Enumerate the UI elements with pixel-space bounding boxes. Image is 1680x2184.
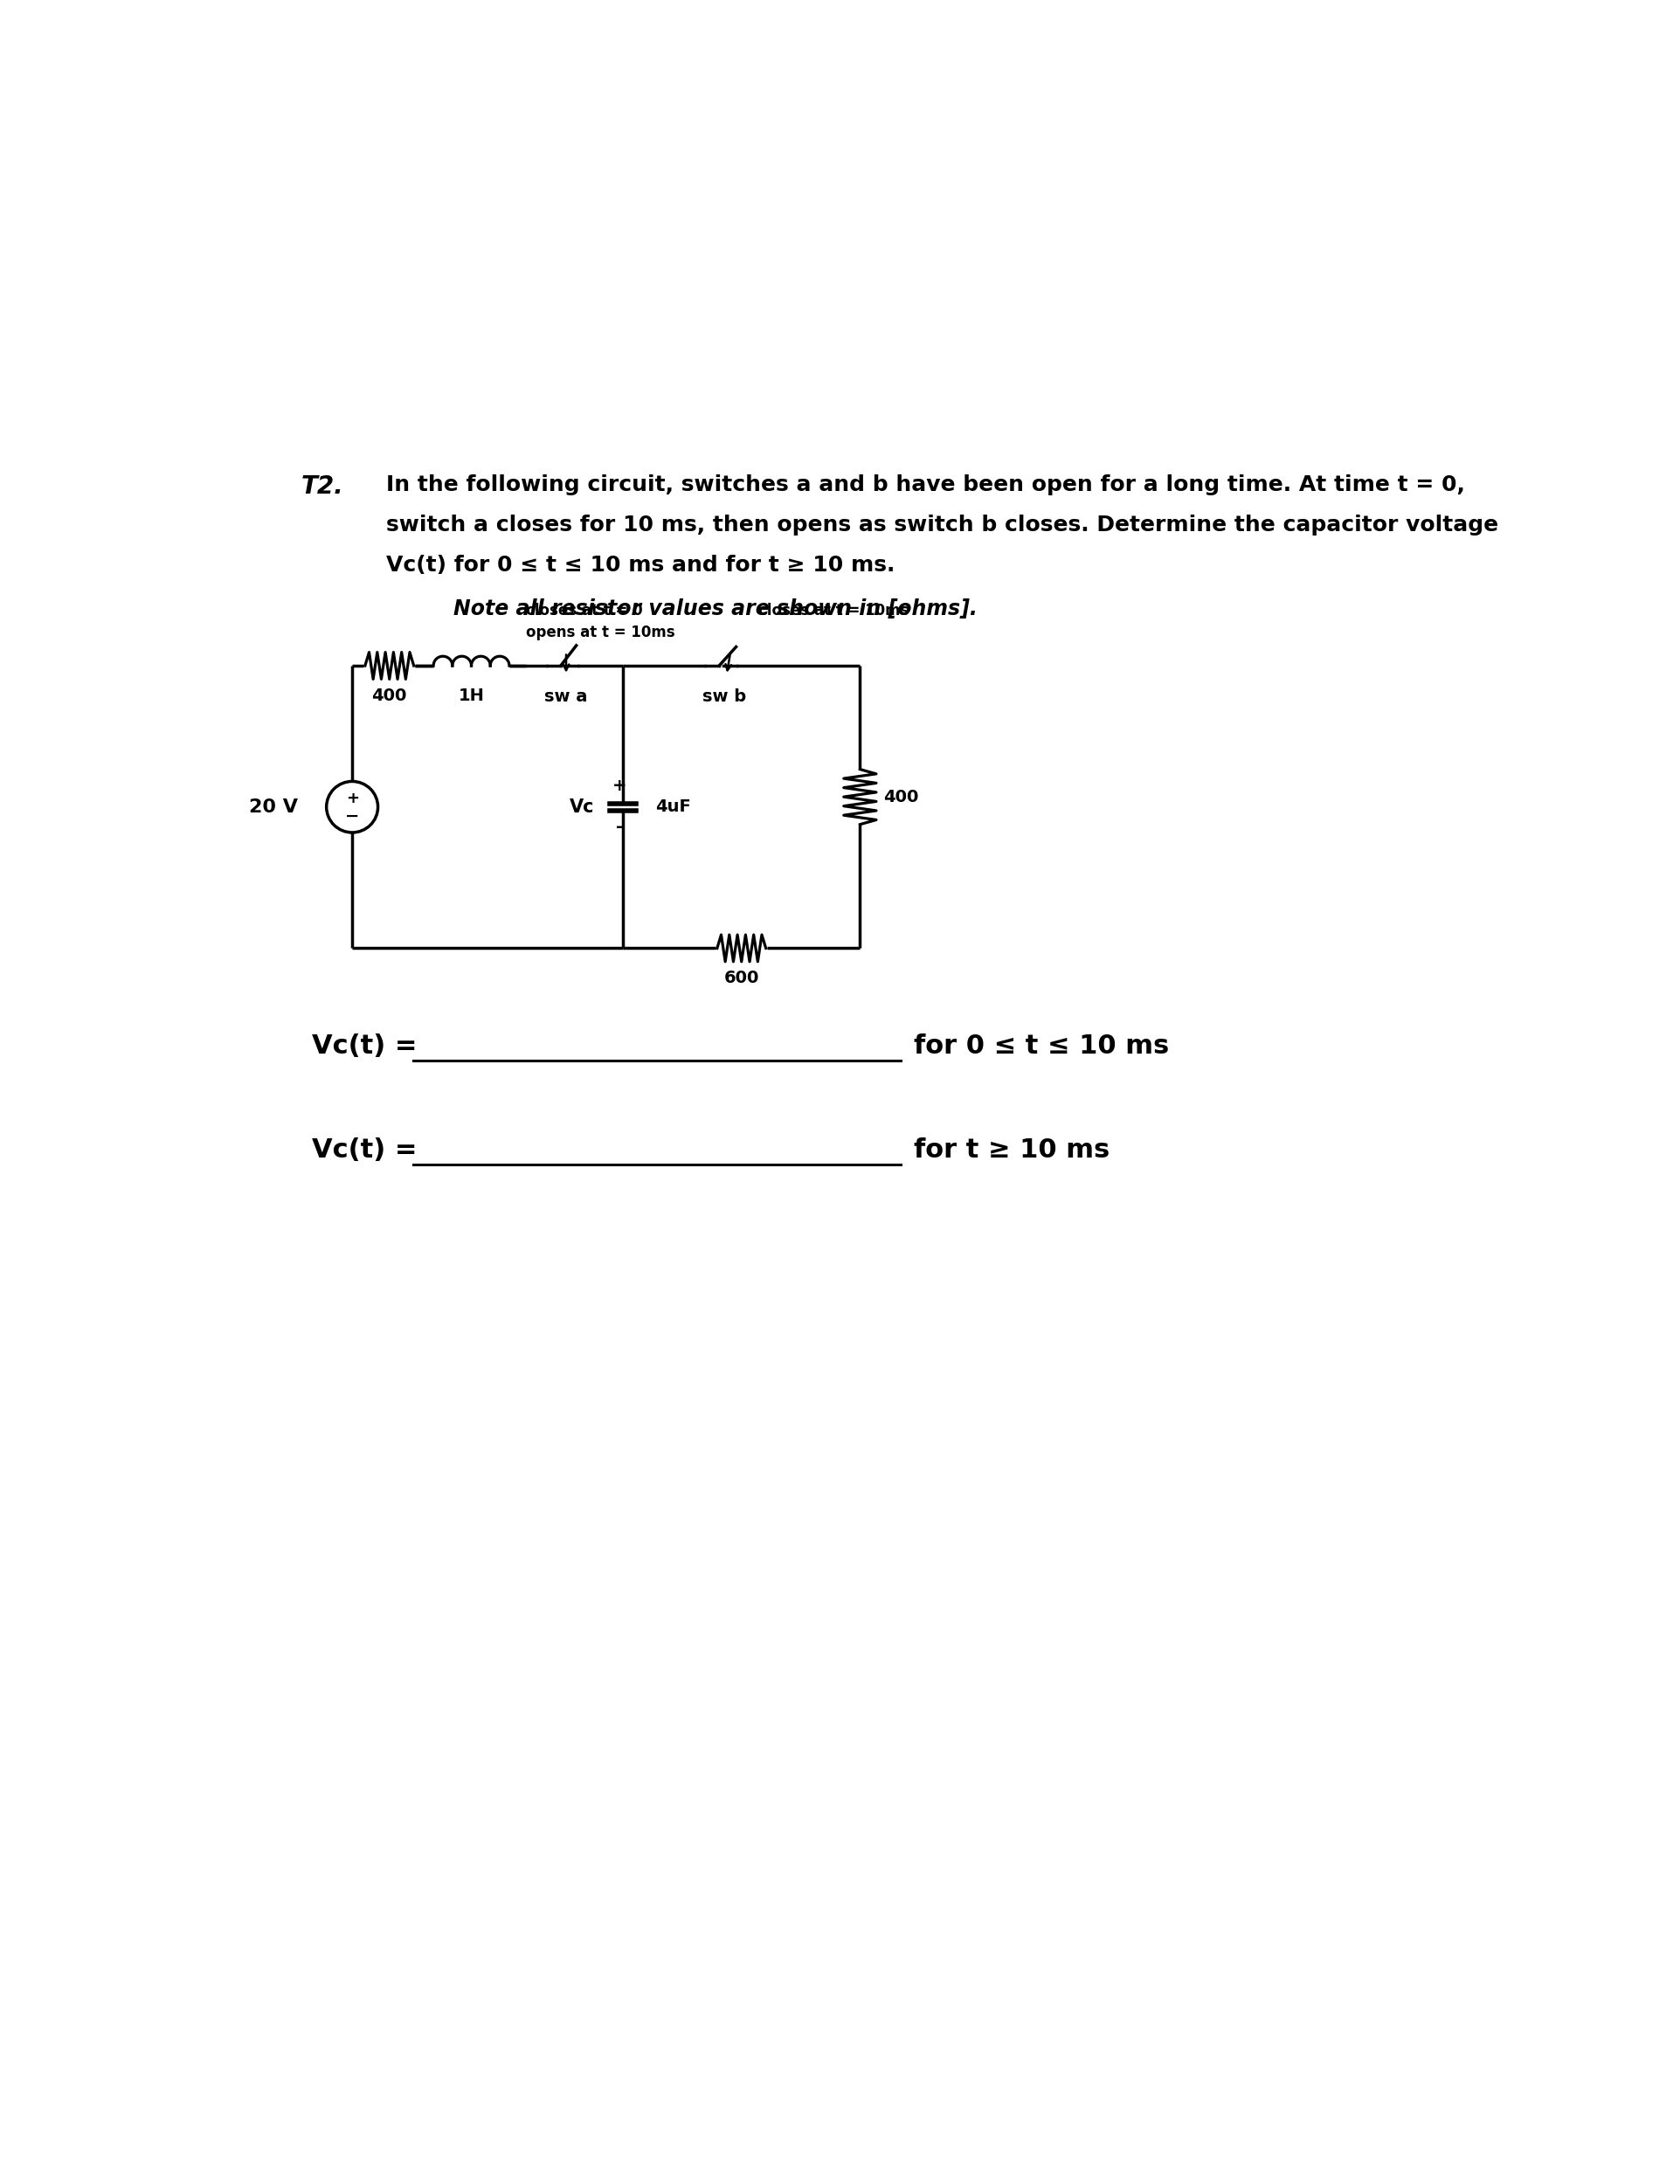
Text: In the following circuit, switches a and b have been open for a long time. At ti: In the following circuit, switches a and… (386, 474, 1465, 496)
Text: closes at t = 10ms: closes at t = 10ms (758, 603, 909, 618)
Text: 600: 600 (724, 970, 759, 987)
Text: 1H: 1H (459, 688, 484, 703)
Text: +: + (346, 791, 360, 806)
Text: Note all resistor values are shown in [ohms].: Note all resistor values are shown in [o… (454, 598, 978, 620)
Text: 400: 400 (371, 688, 407, 703)
Text: for 0 ≤ t ≤ 10 ms: for 0 ≤ t ≤ 10 ms (914, 1033, 1169, 1059)
Text: closes at t = 0: closes at t = 0 (526, 603, 642, 618)
Text: switch a closes for 10 ms, then opens as switch b closes. Determine the capacito: switch a closes for 10 ms, then opens as… (386, 513, 1499, 535)
Text: 4uF: 4uF (655, 799, 690, 815)
Text: 400: 400 (884, 788, 919, 806)
Text: for t ≥ 10 ms: for t ≥ 10 ms (914, 1138, 1110, 1162)
Text: +: + (613, 778, 627, 793)
Text: 20 V: 20 V (249, 797, 297, 815)
Text: Vc: Vc (570, 797, 595, 815)
Text: Vc(t) for 0 ≤ t ≤ 10 ms and for t ≥ 10 ms.: Vc(t) for 0 ≤ t ≤ 10 ms and for t ≥ 10 m… (386, 555, 895, 577)
Text: Vc(t) =: Vc(t) = (311, 1138, 427, 1162)
Text: −: − (344, 808, 360, 826)
Text: opens at t = 10ms: opens at t = 10ms (526, 625, 675, 640)
Text: -: - (617, 819, 623, 836)
Text: sw a: sw a (544, 688, 588, 705)
Text: T2.: T2. (301, 474, 344, 498)
Text: Vc(t) =: Vc(t) = (311, 1033, 427, 1059)
Text: sw b: sw b (702, 688, 746, 705)
